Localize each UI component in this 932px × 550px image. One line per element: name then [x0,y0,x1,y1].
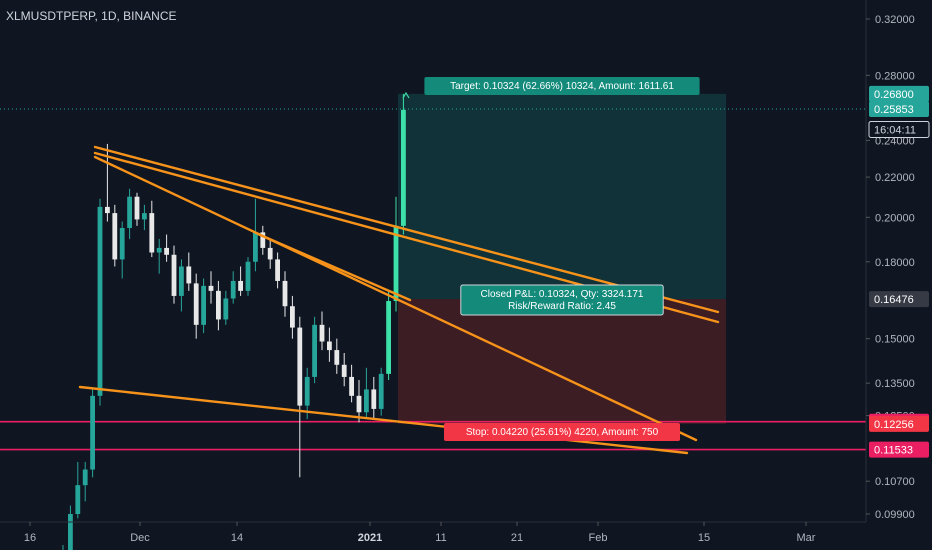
y-tick-label: 0.13500 [875,378,915,390]
candle-body [142,213,147,220]
svg-text:Closed P&L: 0.10324, Qty: 3324: Closed P&L: 0.10324, Qty: 3324.171 [481,289,644,300]
candle-body [179,266,184,296]
x-tick-label: Feb [589,532,608,544]
candle-body [97,206,103,396]
candle-body [90,395,95,470]
candle-body [149,213,155,253]
candle-body [238,280,243,291]
candle-body [327,341,332,351]
candle-body [75,485,81,514]
candle-body [297,327,303,406]
x-tick-label: 11 [435,532,446,544]
candle-body [349,376,354,396]
x-tick-label: 15 [698,532,710,544]
candle-body [156,247,162,253]
y-tick-label: 0.15000 [875,334,915,346]
candle-body [223,298,229,320]
countdown-label-box [868,120,930,138]
candle-body [341,364,347,377]
svg-text:Risk/Reward Ratio: 2.45: Risk/Reward Ratio: 2.45 [508,301,616,312]
candle-body [216,290,221,320]
candle-body [356,395,362,413]
svg-text:Stop: 0.04220 (25.61%) 4220, A: Stop: 0.04220 (25.61%) 4220, Amount: 750 [466,427,659,438]
candle-body [386,301,391,374]
support-price-label: 0.11533 [874,445,913,457]
y-tick-label: 0.28000 [875,70,915,82]
candle-body [378,373,384,409]
candle-body [267,247,273,260]
candle-body [134,196,140,220]
last-price-label-box [869,100,929,117]
y-tick-label: 0.18000 [875,257,915,269]
y-tick-label: 0.32000 [875,14,915,26]
svg-text:Target: 0.10324 (62.66%) 10324: Target: 0.10324 (62.66%) 10324, Amount: … [450,81,674,92]
trendline [256,232,412,302]
candle-body [260,232,266,248]
candle-body [208,285,214,291]
y-tick-label: 0.10700 [875,476,915,488]
y-tick-label: 0.20000 [875,212,915,224]
trendline [93,155,698,442]
y-tick-label: 0.22000 [875,172,915,184]
target-price-label-box [869,85,929,102]
stop-price-label-box [869,415,929,432]
candle-body [401,109,406,226]
x-tick-label: Mar [797,532,816,544]
y-tick-label: 0.09900 [875,509,915,521]
x-tick-label: 14 [231,532,243,544]
candle-body [171,254,177,296]
chart-title: XLMUSDTPERP, 1D, BINANCE [6,9,177,23]
stop-zone [398,299,726,424]
support-price-label-box [869,441,929,458]
target-zone [398,93,726,300]
candle-body [193,283,199,325]
entry-price-label: 0.16476 [874,294,914,306]
candle-body [334,350,340,365]
candle-body [319,324,325,342]
candle-body [275,259,280,281]
candle-body [364,389,369,413]
target-label[interactable]: Target: 0.10324 (62.66%) 10324, Amount: … [424,77,700,95]
price-axis-background [866,0,932,550]
candle-body [186,266,192,284]
x-tick-label: 16 [24,532,36,544]
arrow-icon [402,91,410,99]
candle-body [127,196,132,228]
candle-body [312,324,317,377]
candle-body [304,376,310,406]
candle-body [290,306,295,328]
candle-body [393,225,399,302]
candle-body [112,213,118,260]
candle-body [245,261,251,291]
pnl-label[interactable]: Closed P&L: 0.10324, Qty: 3324.171Risk/R… [460,284,664,316]
stop-label[interactable]: Stop: 0.04220 (25.61%) 4220, Amount: 750 [444,423,680,441]
stop-price-label: 0.12256 [874,419,914,431]
y-tick-label: 0.24000 [875,135,915,147]
candle-body [164,247,169,255]
x-tick-label: 2021 [358,532,382,544]
candle-body [82,469,88,486]
candle-body [105,206,110,214]
candle-body [68,514,73,550]
trendline [78,385,689,455]
candle-body [201,285,206,325]
candle-body [119,227,125,260]
countdown-label: 16:04:11 [874,124,916,136]
x-tick-label: Dec [130,532,150,544]
candle-body [282,280,288,307]
target-price-label: 0.26800 [874,89,914,101]
last-price-label: 0.25853 [874,104,914,116]
entry-price-label-box [869,291,929,308]
candle-body [230,280,236,299]
candle-body [371,389,377,409]
candle-body [253,232,258,262]
x-tick-label: 21 [511,532,523,544]
